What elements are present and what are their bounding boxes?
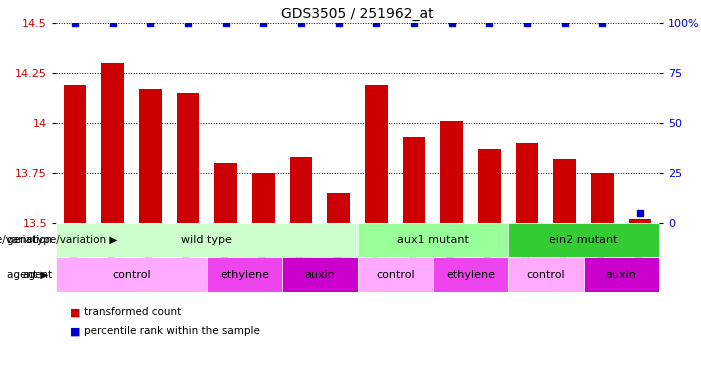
Bar [139, 89, 161, 223]
Text: wild type: wild type [182, 235, 232, 245]
Bar [554, 159, 576, 223]
Text: transformed count: transformed count [84, 307, 182, 317]
Bar [629, 219, 651, 223]
Bar [358, 223, 508, 257]
Bar [440, 121, 463, 223]
Bar [215, 163, 237, 223]
Text: ■: ■ [70, 307, 81, 317]
Text: percentile rank within the sample: percentile rank within the sample [84, 326, 260, 336]
Text: ■: ■ [70, 326, 81, 336]
Text: ethylene: ethylene [446, 270, 495, 280]
Bar [290, 157, 313, 223]
Bar [252, 173, 275, 223]
Text: ethylene: ethylene [220, 270, 269, 280]
Bar [478, 149, 501, 223]
Text: ein2 mutant: ein2 mutant [550, 235, 618, 245]
Text: auxin: auxin [606, 270, 637, 280]
Text: control: control [526, 270, 565, 280]
Bar [56, 223, 358, 257]
Bar [508, 257, 583, 292]
Bar [433, 257, 508, 292]
Bar [56, 257, 207, 292]
Text: aux1 mutant: aux1 mutant [397, 235, 469, 245]
Bar [516, 143, 538, 223]
Bar [64, 85, 86, 223]
Bar [508, 223, 659, 257]
Bar [177, 93, 199, 223]
Text: agent: agent [22, 270, 53, 280]
Bar [358, 257, 433, 292]
Bar [365, 85, 388, 223]
Bar [207, 257, 283, 292]
Text: genotype/variation ▶: genotype/variation ▶ [7, 235, 117, 245]
Bar [402, 137, 426, 223]
Bar [282, 257, 358, 292]
Text: agent ▶: agent ▶ [7, 270, 48, 280]
Bar [327, 193, 350, 223]
Bar [584, 257, 659, 292]
Text: control: control [112, 270, 151, 280]
Bar [101, 63, 124, 223]
Bar [591, 173, 614, 223]
Text: genotype/variation: genotype/variation [0, 235, 53, 245]
Text: control: control [376, 270, 414, 280]
Title: GDS3505 / 251962_at: GDS3505 / 251962_at [281, 7, 434, 21]
Text: auxin: auxin [304, 270, 335, 280]
